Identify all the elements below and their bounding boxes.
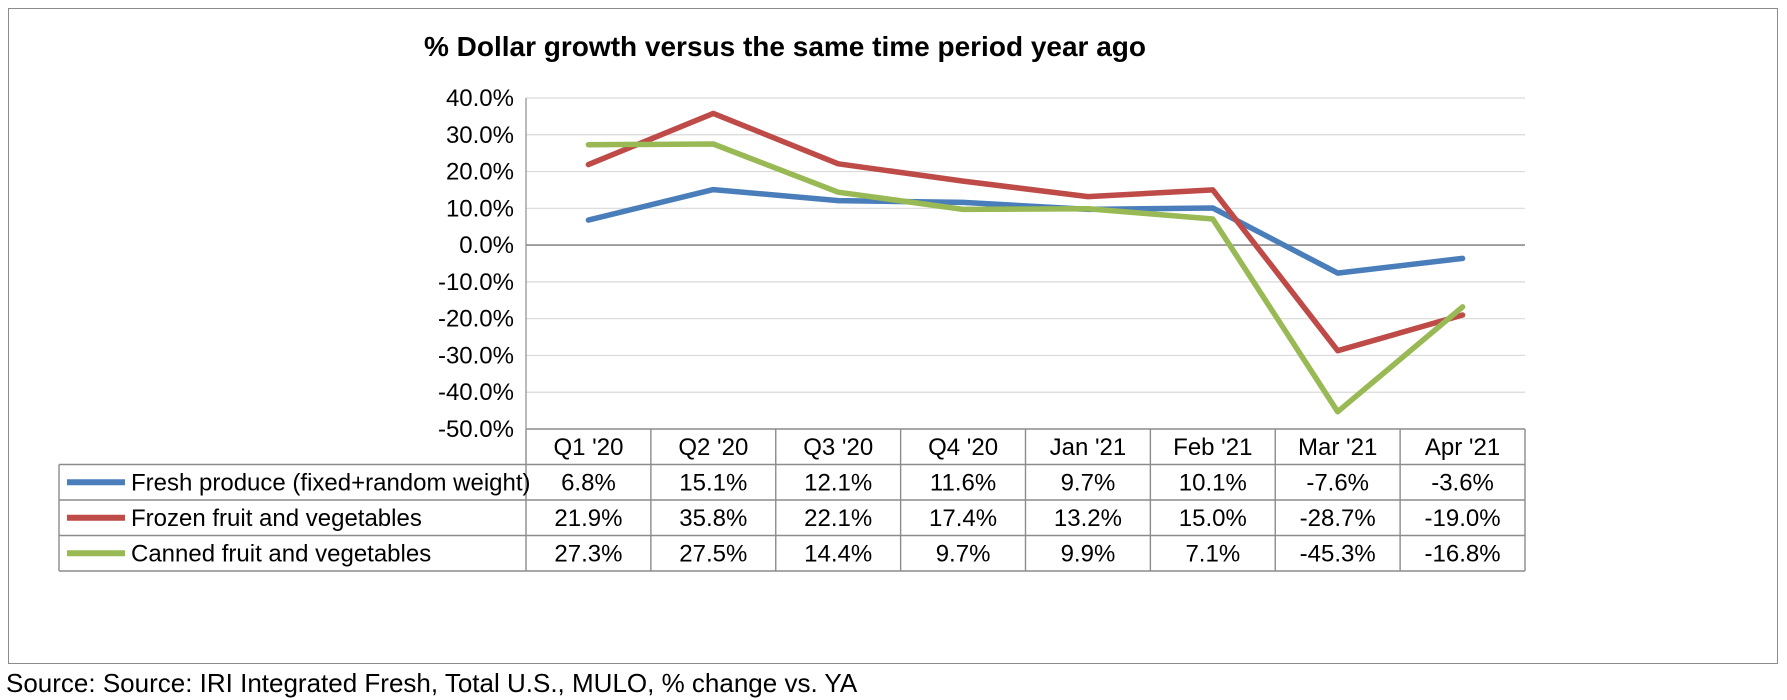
y-axis-ticks: 40.0% 30.0% 20.0% 10.0% 0.0% -10.0% -20.0% -30.… <box>438 85 514 443</box>
data-label: -45.3% <box>1300 540 1376 567</box>
data-label: 12.1% <box>804 469 872 496</box>
data-label: 22.1% <box>804 505 872 532</box>
data-label: 9.9% <box>1061 540 1116 567</box>
data-label: -3.6% <box>1431 469 1494 496</box>
data-label: 27.3% <box>554 540 622 567</box>
series-line-3 <box>585 141 1466 415</box>
data-label: 15.1% <box>679 469 747 496</box>
data-label: 15.0% <box>1179 505 1247 532</box>
y-tick-label: -30.0% <box>438 342 514 369</box>
x-category-label: Q2 '20 <box>678 434 748 461</box>
data-label: 9.7% <box>936 540 991 567</box>
data-label: 9.7% <box>1061 469 1116 496</box>
data-label: 21.9% <box>554 505 622 532</box>
data-label: 17.4% <box>929 505 997 532</box>
y-tick-label: -20.0% <box>438 306 514 333</box>
y-tick-label: 10.0% <box>446 195 514 222</box>
y-tick-label: 30.0% <box>446 122 514 149</box>
x-category-label: Q4 '20 <box>928 434 998 461</box>
x-category-label: Mar '21 <box>1298 434 1377 461</box>
data-label: 13.2% <box>1054 505 1122 532</box>
legend-label: Frozen fruit and vegetables <box>131 505 422 532</box>
x-category-label: Q3 '20 <box>803 434 873 461</box>
data-label: 35.8% <box>679 505 747 532</box>
legend-label: Canned fruit and vegetables <box>131 540 431 567</box>
x-category-label: Jan '21 <box>1050 434 1127 461</box>
data-label: 7.1% <box>1185 540 1240 567</box>
series-line-2 <box>585 110 1466 354</box>
source-note: Source: Source: IRI Integrated Fresh, To… <box>6 668 858 698</box>
x-category-label: Apr '21 <box>1425 434 1500 461</box>
line-chart: % Dollar growth versus the same time per… <box>58 31 1526 572</box>
series-lines <box>585 110 1466 415</box>
y-tick-label: 20.0% <box>446 159 514 186</box>
y-tick-label: 40.0% <box>446 85 514 112</box>
y-tick-label: -50.0% <box>438 416 514 443</box>
gridlines <box>525 97 1525 429</box>
data-label: -16.8% <box>1425 540 1501 567</box>
data-label: 10.1% <box>1179 469 1247 496</box>
data-label: 6.8% <box>561 469 616 496</box>
y-tick-label: -40.0% <box>438 379 514 406</box>
x-category-label: Feb '21 <box>1173 434 1252 461</box>
legend-label: Fresh produce (fixed+random weight) <box>131 469 531 496</box>
data-label: -7.6% <box>1306 469 1369 496</box>
data-table: Q1 '20 Q2 '20 Q3 '20 Q4 '20 Jan '21 Feb '21 Ma… <box>58 428 1526 572</box>
data-label: 11.6% <box>930 469 996 496</box>
x-category-label: Q1 '20 <box>553 434 623 461</box>
chart-frame: % Dollar growth versus the same time per… <box>8 8 1778 664</box>
data-label: 27.5% <box>679 540 747 567</box>
y-tick-label: 0.0% <box>459 232 514 259</box>
data-label: 14.4% <box>804 540 872 567</box>
data-label: -28.7% <box>1300 505 1376 532</box>
data-label: -19.0% <box>1425 505 1501 532</box>
series-line-1 <box>585 186 1466 276</box>
chart-title: % Dollar growth versus the same time per… <box>424 31 1146 62</box>
y-tick-label: -10.0% <box>438 269 514 296</box>
